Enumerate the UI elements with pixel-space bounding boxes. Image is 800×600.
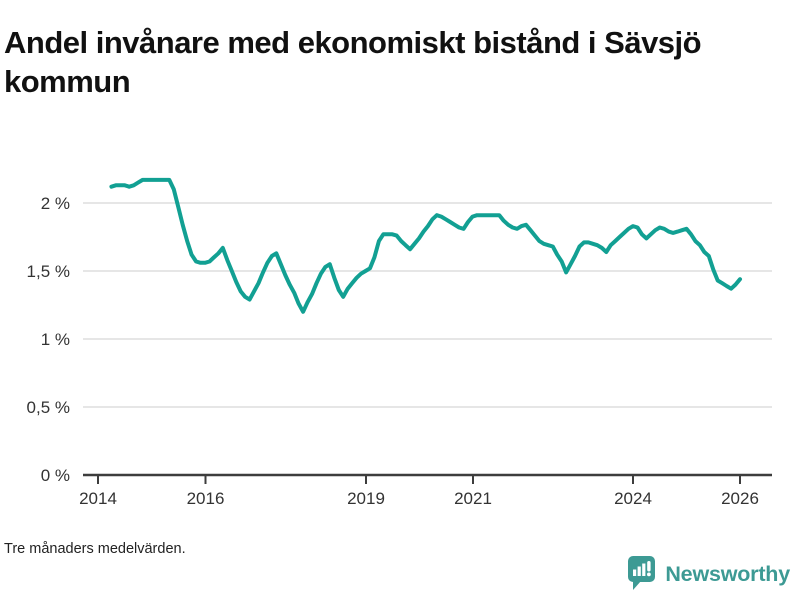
newsworthy-bubble-chart-icon <box>628 556 656 590</box>
x-label-2019: 2019 <box>347 489 385 508</box>
x-axis <box>83 473 772 484</box>
y-axis-labels: 2 % 1,5 % 1 % 0,5 % 0 % <box>27 194 70 485</box>
y-label-0-5pct: 0,5 % <box>27 398 70 417</box>
newsworthy-logo: Newsworthy <box>627 556 790 592</box>
x-label-2014: 2014 <box>79 489 117 508</box>
y-label-1pct: 1 % <box>41 330 70 349</box>
chart-footnote: Tre månaders medelvärden. <box>4 541 186 557</box>
chart-title: Andel invånare med ekonomiskt bistånd i … <box>4 24 702 100</box>
gridlines <box>83 202 772 408</box>
x-label-2026: 2026 <box>721 489 759 508</box>
x-label-2024: 2024 <box>614 489 652 508</box>
series-line <box>109 177 742 314</box>
x-axis-labels: 2014 2016 2019 2021 2024 2026 <box>79 489 759 508</box>
x-label-2021: 2021 <box>454 489 492 508</box>
y-label-0pct: 0 % <box>41 466 70 485</box>
x-label-2016: 2016 <box>187 489 225 508</box>
newsworthy-wordmark: Newsworthy <box>665 561 790 586</box>
y-label-2pct: 2 % <box>41 194 70 213</box>
y-label-1-5pct: 1,5 % <box>27 262 70 281</box>
